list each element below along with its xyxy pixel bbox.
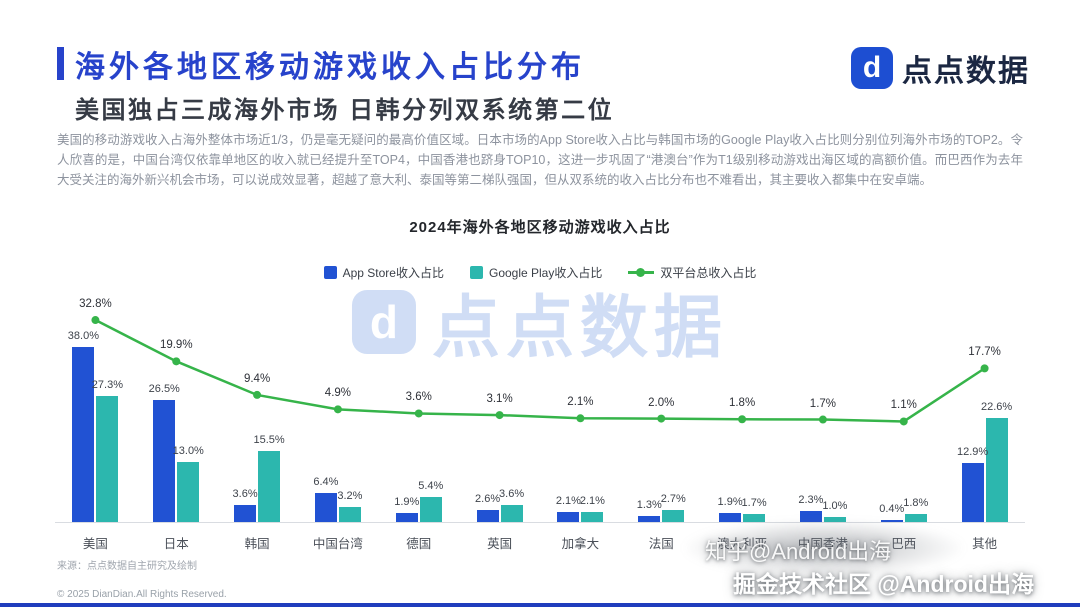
zhihu-watermark-text: 知乎@Android出海 [705, 539, 892, 564]
x-axis-line [55, 522, 1025, 523]
total-value-label: 32.8% [79, 298, 112, 311]
bar-appstore [234, 505, 257, 522]
bar-appstore-value: 2.1% [555, 495, 581, 508]
bottom-edge-strip [0, 603, 1080, 607]
legend-label-total: 双平台总收入占比 [660, 266, 757, 280]
category-label: 英国 [487, 537, 513, 551]
page-title: 海外各地区移动游戏收入占比分布 [75, 51, 585, 84]
diandian-logo-icon: d [851, 47, 893, 89]
category-label: 其他 [972, 537, 998, 551]
bar-appstore-value: 2.3% [798, 494, 824, 507]
bar-googleplay [662, 509, 685, 522]
googleplay-swatch-icon [469, 266, 483, 279]
bar-appstore-value: 2.6% [475, 493, 501, 506]
bar-googleplay [985, 418, 1008, 522]
brand-name: 点点数据 [902, 55, 1030, 88]
bar-appstore [719, 513, 742, 522]
legend-label-googleplay: Google Play收入占比 [488, 266, 603, 280]
bar-appstore [557, 512, 580, 522]
legend-item-appstore: App Store收入占比 [323, 264, 444, 281]
bar-appstore-value: 1.9% [717, 496, 743, 509]
juejin-watermark-text: 掘金技术社区 @Android出海 [733, 571, 1034, 597]
source-note: 来源：点点数据自主研究及绘制 [57, 561, 197, 572]
bar-googleplay [177, 462, 200, 522]
chart-legend: App Store收入占比 Google Play收入占比 双平台总收入占比 [0, 264, 1080, 281]
analysis-paragraph: 美国的移动游戏收入占海外整体市场近1/3，仍是毫无疑问的最高价值区域。日本市场的… [57, 133, 1023, 187]
category-label: 德国 [406, 537, 432, 551]
bar-appstore-value: 3.6% [232, 488, 258, 501]
total-value-label: 19.9% [159, 339, 193, 352]
bar-appstore-value: 26.5% [148, 383, 180, 396]
bar-appstore-value: 1.3% [636, 499, 662, 512]
bar-appstore [72, 347, 95, 522]
bar-appstore-value: 0.4% [879, 503, 905, 515]
category-label: 韩国 [244, 537, 270, 551]
bar-googleplay-value: 3.6% [499, 488, 525, 501]
total-value-label: 17.7% [968, 346, 1001, 359]
bar-appstore [314, 492, 337, 522]
bar-appstore-value: 1.9% [394, 496, 420, 509]
bar-googleplay-value: 22.6% [980, 401, 1013, 414]
total-value-label: 3.6% [405, 391, 432, 404]
bar-googleplay-value: 1.0% [822, 500, 848, 513]
bar-line-chart: 38.0% 27.3% 美国 32.8% 26.5% 13.0% 日本 19.9% 3.6% 15… [55, 285, 1025, 560]
bar-googleplay-value: 13.0% [172, 445, 204, 458]
bar-appstore [799, 511, 822, 522]
category-label: 美国 [82, 537, 108, 551]
bar-googleplay-value: 1.7% [741, 497, 767, 510]
total-line [91, 316, 989, 426]
bar-googleplay [96, 396, 119, 522]
bar-googleplay-value: 5.4% [418, 480, 444, 493]
total-value-label: 2.0% [648, 396, 675, 409]
category-label: 加拿大 [561, 537, 600, 551]
total-line-swatch-icon [628, 268, 655, 277]
bar-googleplay [258, 450, 281, 522]
total-value-label: 1.8% [728, 397, 756, 410]
copyright-text: © 2025 DianDian.All Rights Reserved. [57, 589, 227, 600]
total-value-label: 3.1% [486, 393, 513, 406]
watermark-smudge [684, 520, 964, 576]
bar-appstore [153, 400, 176, 522]
bar-googleplay-value: 15.5% [253, 433, 285, 446]
bar-appstore [638, 516, 661, 522]
bar-googleplay [338, 507, 361, 522]
bar-appstore-value: 12.9% [956, 445, 989, 458]
bar-googleplay [743, 514, 766, 522]
legend-item-googleplay: Google Play收入占比 [469, 264, 603, 281]
legend-label-appstore: App Store收入占比 [342, 266, 444, 280]
bar-appstore-value: 38.0% [67, 330, 100, 343]
total-value-label: 2.1% [567, 396, 594, 409]
bar-googleplay [419, 497, 442, 522]
bar-googleplay-value: 2.1% [579, 495, 605, 508]
bar-appstore [961, 462, 984, 522]
bar-googleplay-value: 3.2% [337, 490, 363, 503]
bar-appstore-value: 6.4% [313, 475, 339, 488]
bar-googleplay-value: 1.8% [903, 496, 929, 509]
appstore-swatch-icon [323, 266, 337, 279]
category-label: 日本 [163, 537, 189, 551]
bar-googleplay [904, 513, 927, 522]
page-subtitle: 美国独占三成海外市场 日韩分列双系统第二位 [75, 97, 615, 124]
total-value-label: 9.4% [243, 372, 271, 385]
bar-googleplay-value: 2.7% [660, 492, 686, 505]
bar-appstore [395, 513, 418, 522]
brand-logo: d 点点数据 [851, 46, 1030, 90]
bar-googleplay [581, 512, 604, 522]
category-label: 中国台湾 [312, 537, 363, 551]
total-value-label: 1.1% [890, 399, 917, 412]
total-value-label: 1.7% [809, 397, 837, 410]
bar-googleplay [823, 517, 846, 522]
total-value-label: 4.9% [324, 387, 352, 400]
category-label: 法国 [648, 537, 674, 551]
bar-googleplay-value: 27.3% [91, 379, 124, 392]
bar-appstore [476, 510, 499, 522]
legend-item-total: 双平台总收入占比 [628, 264, 756, 281]
title-accent-bar [57, 47, 64, 80]
total-line-dot-icon [636, 268, 646, 277]
bar-googleplay [500, 505, 523, 522]
chart-title: 2024年海外各地区移动游戏收入占比 [409, 219, 671, 236]
